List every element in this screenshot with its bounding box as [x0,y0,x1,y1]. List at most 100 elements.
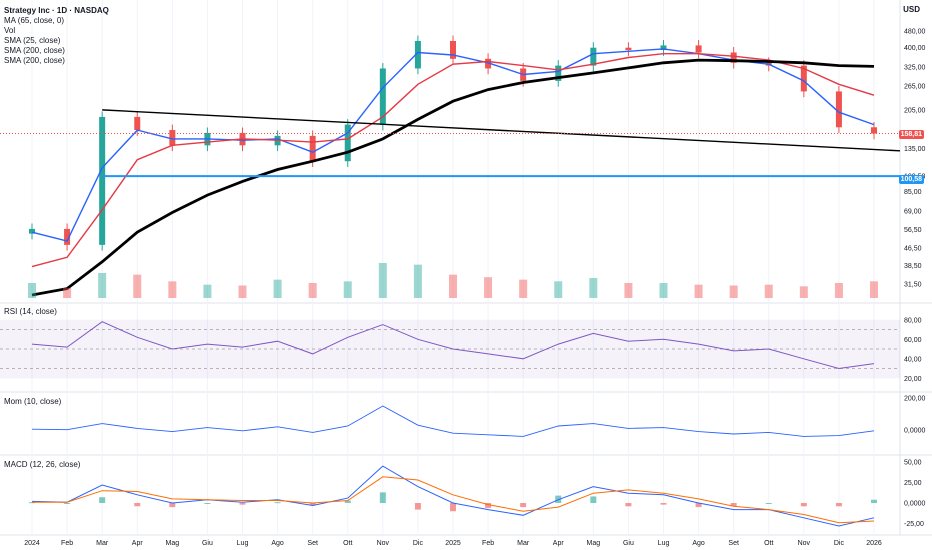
candle-body [414,40,421,69]
volume-bar [133,274,142,298]
time-tick-label: 2024 [24,540,40,547]
price-tick-label: 400,00 [904,45,926,52]
time-tick-label: Set [307,540,318,547]
price-tick-label: 325,00 [904,65,926,72]
legend-line-ma65[interactable]: MA (65, close, 0) [4,16,65,25]
macd-histogram-bar [660,503,667,505]
rsi-tick-label: 40,00 [904,356,922,363]
legend-line-sma200-b[interactable]: SMA (200, close) [4,56,65,65]
macd-histogram-bar [134,503,141,507]
volume-bar [764,284,773,298]
macd-tick-label: -25,00 [904,521,924,528]
price-tick-label: 135,00 [904,146,926,153]
candle-body [660,45,667,51]
candle-body [800,65,807,92]
candle-body [835,91,842,128]
time-tick-label: Mar [96,540,109,547]
macd-histogram-bar [99,497,106,503]
candle-body [169,130,176,146]
volume-bar [519,279,528,298]
volume-bar [554,281,563,298]
currency-label: USD [903,5,920,14]
legend-line-sma25[interactable]: SMA (25, close) [4,36,61,45]
time-tick-label: Feb [61,540,73,547]
macd-signal-line [32,476,875,524]
legend-line-sma200-a[interactable]: SMA (200, close) [4,46,65,55]
macd-label[interactable]: MACD (12, 26, close) [4,460,81,469]
rsi-tick-label: 60,00 [904,337,922,344]
momentum-label[interactable]: Mom (10, close) [4,397,62,406]
price-pane[interactable] [0,35,901,297]
macd-tick-label: 50,00 [904,460,922,467]
candle-body [625,47,632,51]
time-tick-label: Set [728,540,739,547]
time-tick-label: Mag [166,540,180,547]
candle-body [485,58,492,69]
price-tick-label: 205,00 [904,107,926,114]
legend-line-vol[interactable]: Vol [4,26,16,35]
rsi-tick-label: 80,00 [904,317,922,324]
macd-histogram-bar [695,503,702,508]
candle-body [344,124,351,162]
macd-histogram-bar [344,500,351,503]
macd-histogram-bar [239,503,246,505]
volume-bar [694,284,703,298]
price-tick-label: 56,50 [904,227,922,234]
volume-bar [484,277,493,298]
time-tick-label: Feb [482,540,494,547]
volume-bar [659,283,668,298]
volume-bar [273,279,282,298]
volume-bar [449,274,457,298]
volume-pane [28,263,878,298]
macd-histogram-bar [204,503,211,504]
candle-body [64,228,71,245]
price-tick-label: 46,50 [904,245,922,252]
descending-trendline [102,109,901,152]
momentum-line [31,405,875,437]
macd-histogram-bar [414,503,421,510]
macd-histogram-bar [730,503,737,507]
volume-bar [343,281,352,298]
rsi-pane[interactable]: 80,00 60,00 40,00 20,00 [0,317,922,383]
time-tick-label: Ott [764,540,773,547]
time-tick-label: Mar [517,540,530,547]
candle-body [555,65,562,81]
time-tick-label: Nov [377,540,390,547]
candle-body [590,47,597,66]
candle-body [450,40,456,59]
macd-line [31,465,875,527]
time-axis[interactable]: 2024 Feb Mar Apr Mag Giu Lug Ago Set Ott Nov Dic 202… [24,540,882,547]
time-tick-label: Mag [587,540,601,547]
time-tick-label: Giu [202,540,213,547]
macd-histogram-bar [590,496,597,503]
momentum-pane[interactable]: 200,00 0,0000 [31,396,926,437]
volume-bar [98,273,107,298]
macd-histogram-bar [485,503,492,508]
ma65-line [31,53,875,268]
volume-bar [238,285,247,298]
time-tick-label: Lug [237,540,249,547]
price-tick-label: 265,00 [904,83,926,90]
macd-pane[interactable]: 50,00 25,00 0,0000 -25,00 [29,460,926,529]
rsi-label[interactable]: RSI (14, close) [4,307,57,316]
volume-bar [589,278,598,298]
time-tick-label: Dic [834,540,845,547]
sma200-line [31,58,875,297]
volume-bar [378,263,387,298]
candle-body [99,116,106,245]
macd-histogram-bar [765,503,772,504]
support-price-tag: 100,58 [898,175,924,184]
momentum-tick-label: 0,0000 [904,428,926,435]
volume-bar [28,283,36,298]
grid [0,0,932,536]
time-tick-label: 2026 [866,540,882,547]
macd-histogram-bar [835,503,842,507]
rsi-tick-label: 20,00 [904,376,922,383]
volume-bar [203,284,212,298]
candle-body [871,127,877,134]
price-axis[interactable]: 480,00400,00325,00265,00205,00135,00100,… [904,28,926,288]
time-tick-label: Lug [658,540,670,547]
price-tick-label: 69,00 [904,209,922,216]
momentum-tick-label: 200,00 [904,396,926,403]
